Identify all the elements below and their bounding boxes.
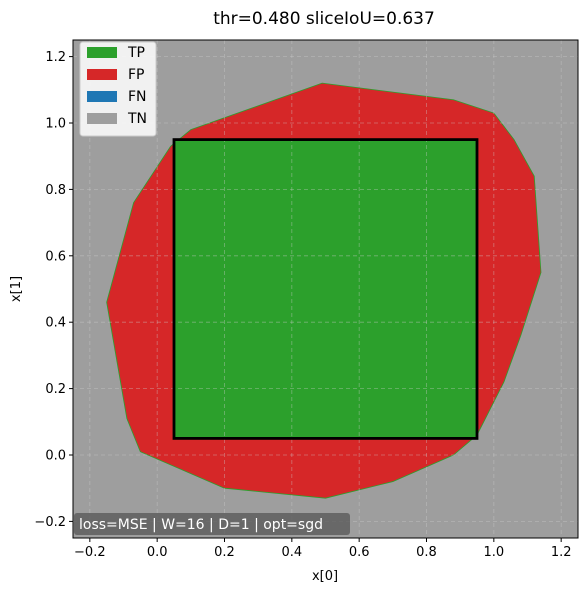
ground-truth-box [172, 138, 479, 440]
legend-label-fn: FN [128, 89, 147, 105]
y-tick-label: 0.6 [45, 249, 66, 264]
x-tick-label: 0.6 [349, 545, 370, 560]
x-tick-label: 0.8 [416, 545, 437, 560]
y-tick-label: 1.0 [45, 117, 66, 132]
annotation-text: loss=MSE | W=16 | D=1 | opt=sgd [79, 517, 323, 533]
legend-label-tn: TN [127, 111, 147, 127]
y-tick-label: 1.2 [45, 50, 66, 65]
y-axis-label: x[1] [9, 276, 24, 302]
legend-swatch-tn [87, 113, 117, 124]
legend-swatch-fp [87, 69, 117, 80]
x-tick-label: 1.2 [551, 545, 572, 560]
legend: TP FP FN TN [79, 41, 157, 137]
legend-swatch-tp [87, 47, 117, 58]
y-tick-label: 0.0 [45, 449, 66, 464]
legend-box [79, 41, 157, 137]
y-tick-label: 0.4 [45, 316, 66, 331]
x-tick-label: 1.0 [483, 545, 504, 560]
chart-title: thr=0.480 sliceIoU=0.637 [213, 9, 435, 29]
x-axis-ticks: −0.2 0.0 0.2 0.4 0.6 0.8 1.0 1.2 [74, 538, 572, 560]
x-tick-label: 0.4 [281, 545, 302, 560]
y-axis-ticks: −0.2 0.0 0.2 0.4 0.6 0.8 1.0 1.2 [34, 50, 73, 530]
legend-label-tp: TP [127, 45, 145, 61]
y-tick-label: 0.8 [45, 183, 66, 198]
y-tick-label: −0.2 [34, 515, 66, 530]
legend-swatch-fn [87, 91, 117, 102]
x-tick-label: −0.2 [74, 545, 106, 560]
plot-frame [72, 39, 579, 539]
x-tick-label: 0.0 [147, 545, 168, 560]
grid-lines [73, 40, 578, 538]
y-tick-label: 0.2 [45, 382, 66, 397]
annotation-background [74, 513, 350, 535]
x-axis-label: x[0] [312, 569, 338, 584]
annotation-box: loss=MSE | W=16 | D=1 | opt=sgd [74, 513, 350, 535]
plot-area [73, 40, 578, 538]
tp-region [174, 139, 477, 439]
x-tick-label: 0.2 [214, 545, 235, 560]
legend-label-fp: FP [128, 67, 145, 83]
